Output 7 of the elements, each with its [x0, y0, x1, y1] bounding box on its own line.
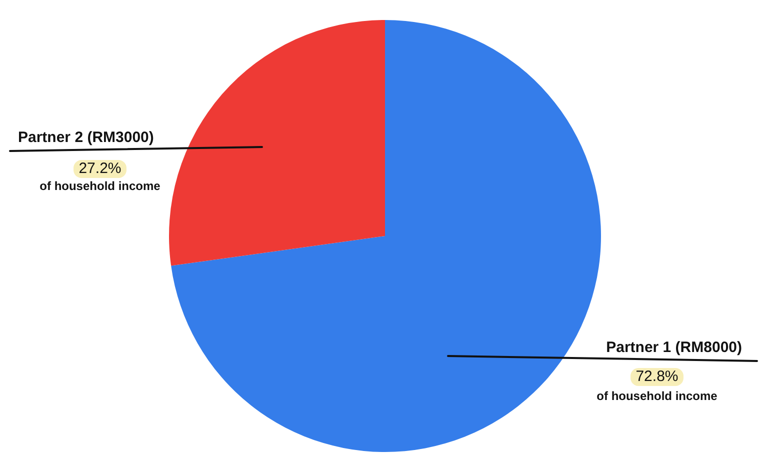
slice-label: Partner 1 (RM8000) — [606, 339, 742, 356]
text: of household income — [596, 389, 718, 403]
pie-slice — [169, 20, 385, 266]
data-label: 72.8% — [636, 368, 678, 385]
text: of household income — [40, 179, 161, 193]
data-label: 27.2% — [78, 160, 122, 177]
slice-label: Partner 2 (RM3000) — [18, 129, 154, 146]
